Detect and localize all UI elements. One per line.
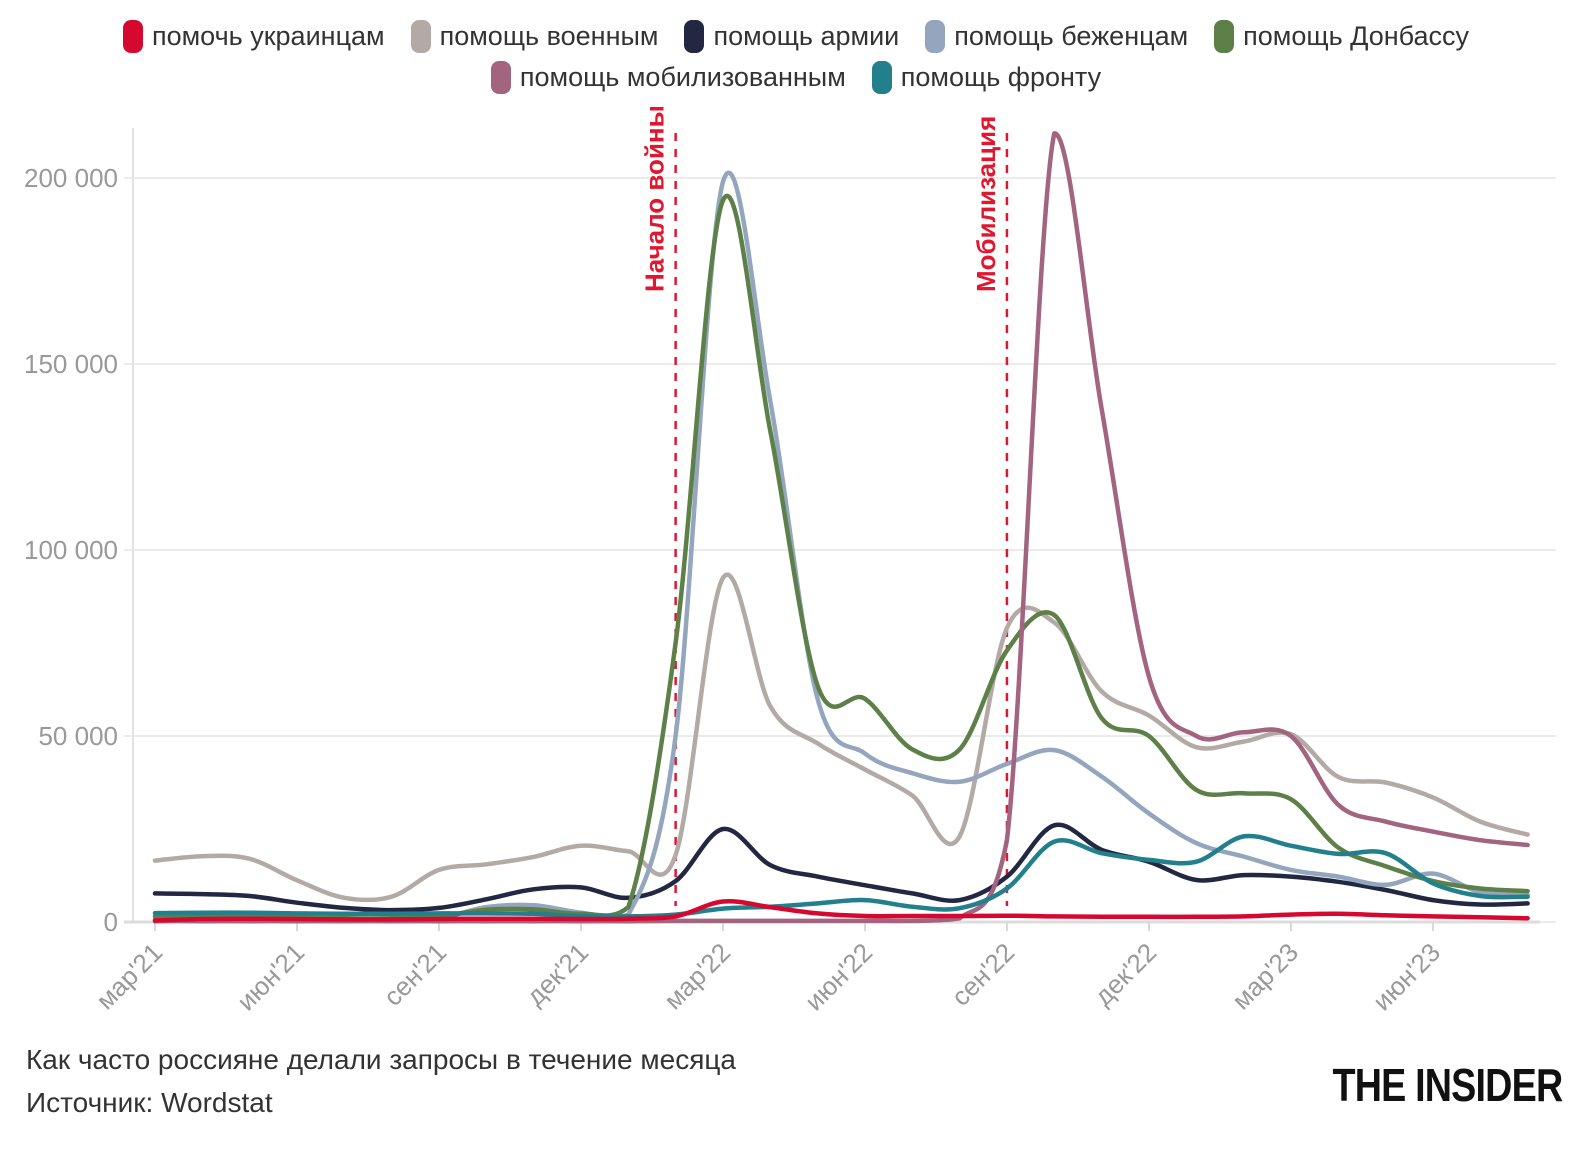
line-chart: 0 50 000 100 000 150 000 200 000 мар'21 июн'21… — [24, 105, 1556, 1016]
annotation-label: Начало войны — [640, 105, 670, 292]
legend-label: помощь фронту — [900, 62, 1102, 92]
chart-title: Как часто россияне делали запросы в тече… — [26, 1044, 736, 1075]
legend-item-1[interactable]: помочь украинцам — [122, 20, 385, 53]
legend-label: помощь военным — [439, 21, 659, 51]
legend-item-6[interactable]: помощь мобилизованным — [490, 61, 846, 94]
x-tick-label: июн'21 — [231, 937, 310, 1016]
series-line-1 — [152, 898, 1530, 923]
legend-row: помощь мобилизованным помощь фронту — [490, 61, 1102, 94]
y-tick-label: 150 000 — [24, 349, 118, 379]
y-tick-label: 100 000 — [24, 535, 118, 565]
legend-label: помощь мобилизованным — [519, 62, 846, 92]
y-tick-label: 200 000 — [24, 163, 118, 193]
y-tick-label: 50 000 — [38, 721, 118, 751]
chart-source: Источник: Wordstat — [26, 1087, 273, 1119]
legend-item-4[interactable]: помощь беженцам — [925, 20, 1188, 53]
series-line-5 — [152, 193, 1530, 921]
legend-swatch-icon — [684, 20, 705, 53]
series-line-3 — [152, 822, 1530, 913]
annotation-label: Мобилизация — [971, 116, 1001, 292]
legend-item-7[interactable]: помощь фронту — [871, 61, 1102, 94]
legend-swatch-icon — [122, 20, 143, 53]
x-tick-label: мар'22 — [658, 937, 736, 1015]
x-tick-label: июн'23 — [1367, 937, 1446, 1016]
x-tick-label: дек'21 — [520, 937, 594, 1011]
x-tick-label: мар'23 — [1226, 937, 1304, 1015]
legend-swatch-icon — [925, 20, 946, 53]
legend-label: помощь армии — [713, 21, 900, 51]
series-line-6 — [152, 131, 1530, 924]
legend-item-2[interactable]: помощь военным — [410, 20, 659, 53]
legend-label: помочь украинцам — [151, 21, 385, 51]
legend-row: помочь украинцам помощь военным помощь арм… — [122, 20, 1469, 53]
legend-swatch-icon — [1214, 20, 1235, 53]
x-tick-label: дек'22 — [1088, 937, 1162, 1011]
legend-label: помощь Донбассу — [1243, 21, 1470, 51]
the-insider-logo: THE INSIDER — [1332, 1059, 1563, 1111]
x-tick-label: сен'22 — [945, 937, 1020, 1012]
chart-legend: помочь украинцам помощь военным помощь арм… — [0, 20, 1592, 94]
legend-item-3[interactable]: помощь армии — [684, 20, 899, 53]
x-tick-label: мар'21 — [90, 937, 168, 1015]
legend-swatch-icon — [410, 20, 431, 53]
legend-label: помощь беженцам — [954, 21, 1189, 51]
x-tick-label: сен'21 — [377, 937, 452, 1012]
legend-item-5[interactable]: помощь Донбассу — [1214, 20, 1469, 53]
x-tick-label: июн'22 — [799, 937, 878, 1016]
series-line-4 — [152, 170, 1530, 922]
caption: Как часто россияне делали запросы в тече… — [26, 1038, 736, 1125]
y-tick-label: 0 — [104, 907, 118, 937]
legend-swatch-icon — [871, 61, 892, 94]
series-line-7 — [152, 833, 1530, 919]
legend-swatch-icon — [490, 61, 511, 94]
